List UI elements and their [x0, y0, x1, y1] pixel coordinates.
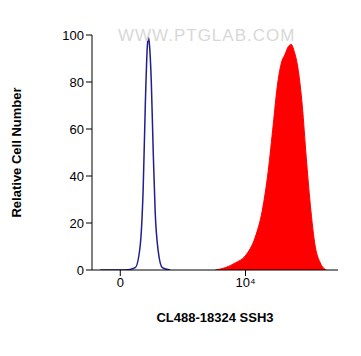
svg-text:0: 0 [77, 263, 84, 278]
svg-text:40: 40 [70, 169, 84, 184]
svg-text:100: 100 [62, 28, 84, 43]
svg-text:60: 60 [70, 122, 84, 137]
html-text:WWW.PTGLAB.COM: WWW.PTGLAB.COM [118, 26, 296, 45]
svg-text:CL488-18324 SSH3: CL488-18324 SSH3 [156, 310, 273, 325]
svg-text:Relative Cell Number: Relative Cell Number [9, 87, 24, 217]
svg-text:0: 0 [117, 275, 124, 290]
svg-text:10⁴: 10⁴ [235, 275, 255, 290]
svg-text:20: 20 [70, 216, 84, 231]
svg-text:80: 80 [70, 75, 84, 90]
